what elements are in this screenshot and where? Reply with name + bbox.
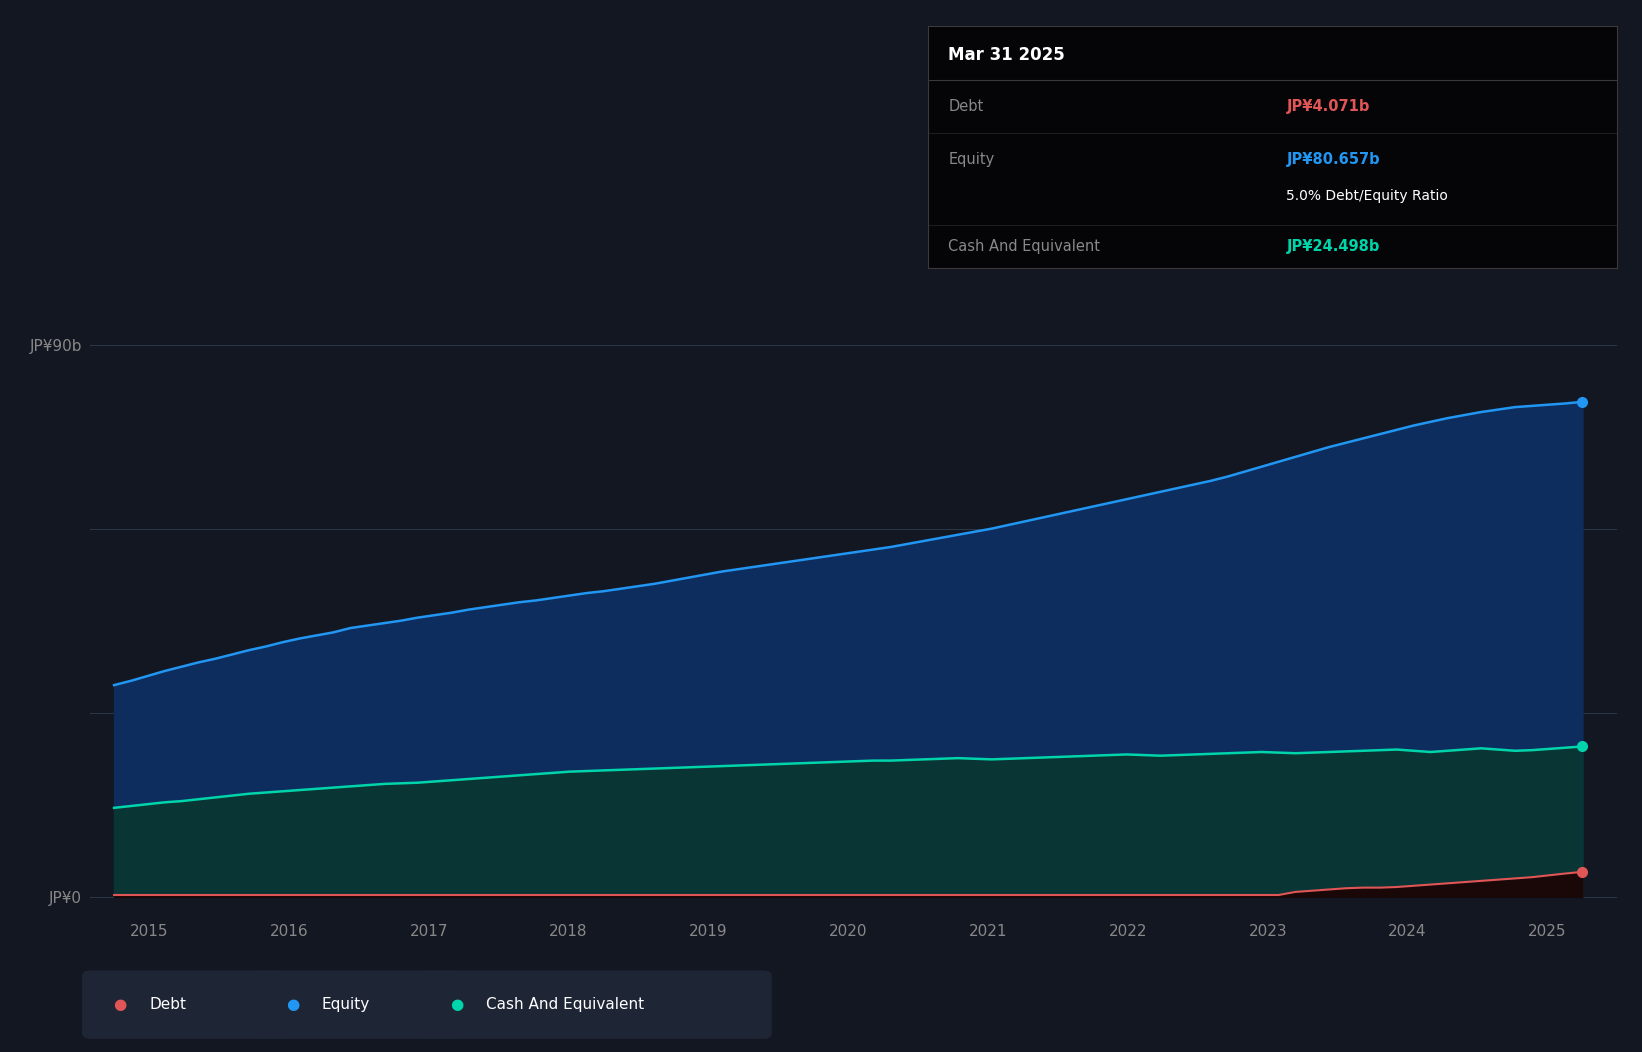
Text: Cash And Equivalent: Cash And Equivalent — [486, 997, 644, 1012]
Text: Equity: Equity — [322, 997, 369, 1012]
Text: JP¥24.498b: JP¥24.498b — [1286, 239, 1379, 254]
Text: JP¥80.657b: JP¥80.657b — [1286, 151, 1379, 167]
Text: ●: ● — [450, 997, 463, 1012]
Text: Debt: Debt — [149, 997, 187, 1012]
Text: Cash And Equivalent: Cash And Equivalent — [949, 239, 1100, 254]
Text: ●: ● — [113, 997, 126, 1012]
Text: Equity: Equity — [949, 151, 995, 167]
Text: JP¥4.071b: JP¥4.071b — [1286, 99, 1369, 114]
Text: Debt: Debt — [949, 99, 984, 114]
Text: 5.0% Debt/Equity Ratio: 5.0% Debt/Equity Ratio — [1286, 188, 1448, 203]
Text: ●: ● — [286, 997, 299, 1012]
Text: Mar 31 2025: Mar 31 2025 — [949, 46, 1066, 64]
